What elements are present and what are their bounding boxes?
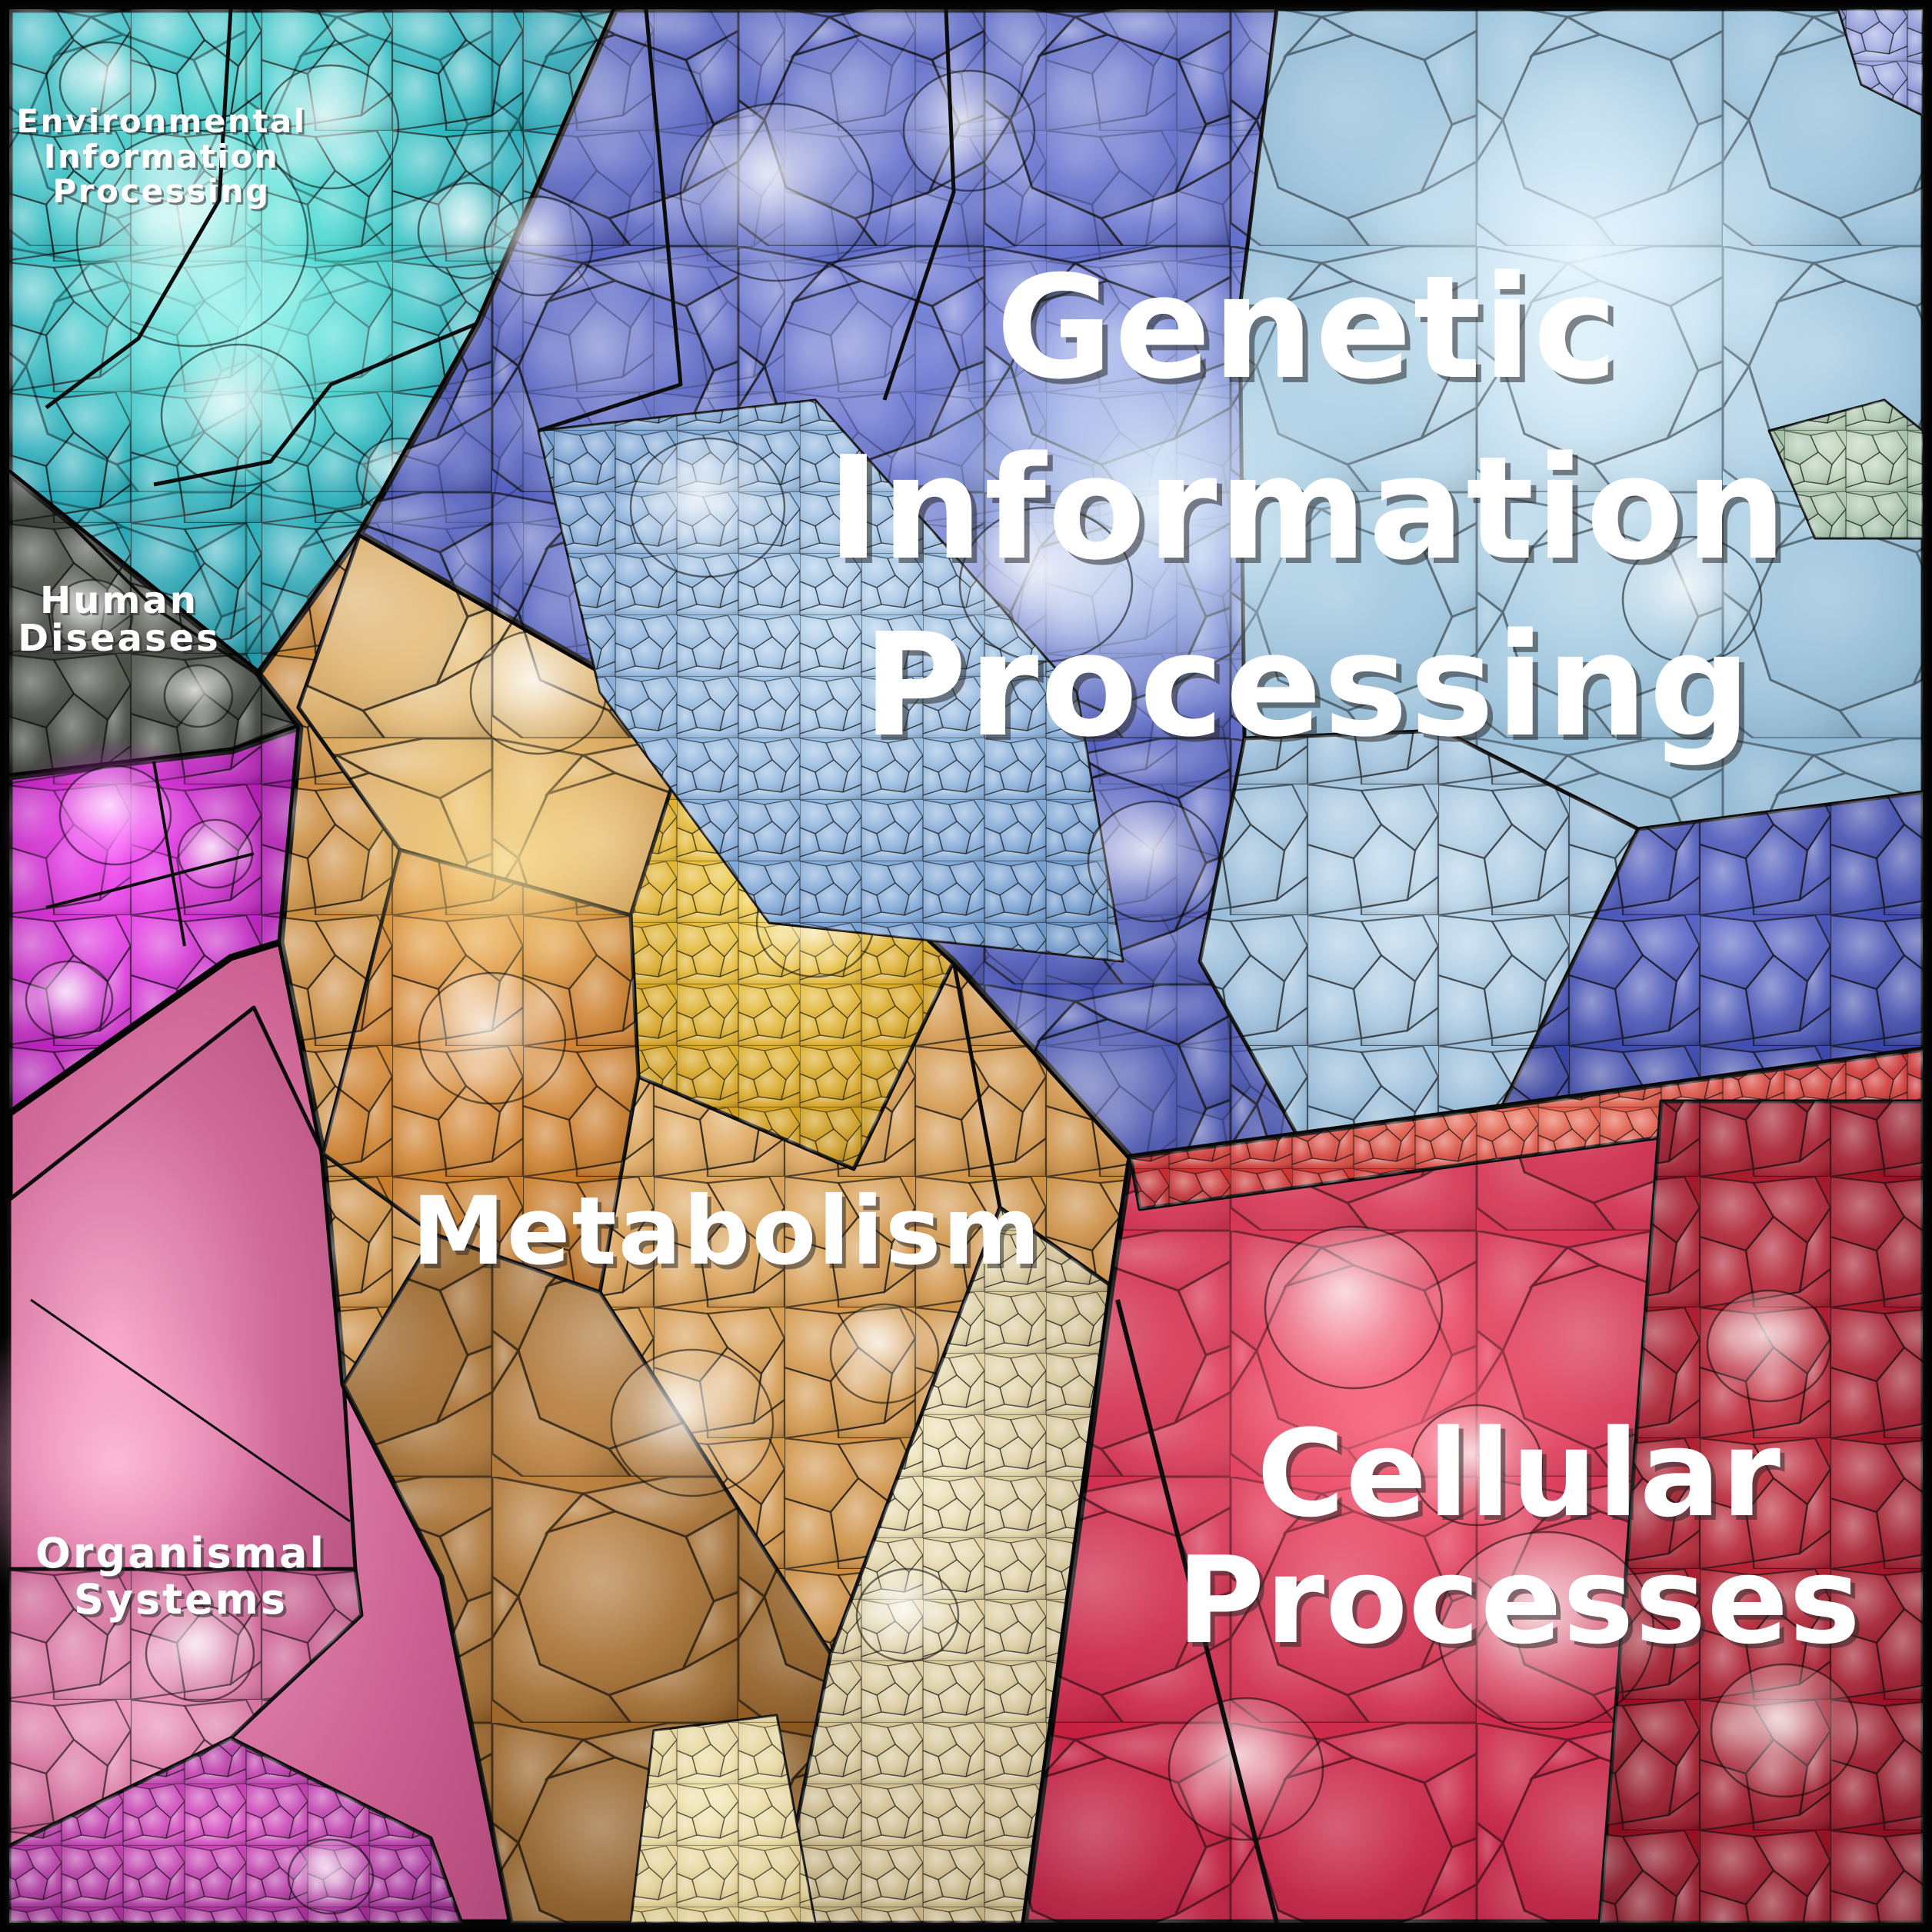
label-environmental-information-processing: Environmental Information Processing Env… xyxy=(16,102,308,212)
svg-text:Environmental: Environmental xyxy=(18,105,308,142)
svg-text:Diseases: Diseases xyxy=(20,619,223,662)
glass-bubble xyxy=(51,578,134,652)
svg-text:Processing: Processing xyxy=(868,608,1758,774)
sub-boundary xyxy=(1115,1299,1279,1924)
glass-bubble xyxy=(629,437,786,578)
glass-bubble xyxy=(58,41,157,128)
svg-text:Cellular: Cellular xyxy=(1257,1404,1781,1544)
sub-boundary xyxy=(68,521,263,678)
svg-text:Organismal: Organismal xyxy=(35,1529,326,1577)
sub-boundary xyxy=(45,852,255,909)
label-cellular-processes: Cellular Processes Cellular Processes xyxy=(1177,1404,1866,1675)
sub-boundary xyxy=(951,961,1002,1208)
svg-text:Human: Human xyxy=(42,581,201,625)
svg-text:Systems: Systems xyxy=(74,1575,288,1624)
glass-bubble xyxy=(855,1567,960,1663)
glass-bubble xyxy=(145,1604,255,1703)
svg-text:Processing: Processing xyxy=(863,602,1753,768)
sub-boundary xyxy=(882,8,956,401)
cell-texture xyxy=(1200,731,1638,1154)
glass-bubble xyxy=(418,971,567,1105)
glass-bubble xyxy=(1264,1225,1444,1390)
region-metabolism[interactable] xyxy=(255,530,1134,1927)
svg-text:Metabolism: Metabolism xyxy=(411,1177,1041,1286)
label-organismal-systems: Organismal Systems Organismal Systems xyxy=(35,1529,329,1627)
sub-boundary xyxy=(30,1298,351,1523)
svg-text:Information: Information xyxy=(832,431,1794,597)
cell-texture xyxy=(1769,400,1923,538)
cell-texture xyxy=(9,1569,361,1846)
glass-glow xyxy=(1354,54,1815,454)
svg-text:Information: Information xyxy=(44,138,279,175)
region-genetic-information-processing[interactable] xyxy=(356,5,1927,1161)
label-genetic-information-processing: Genetic Information Processing Genetic I… xyxy=(827,245,1794,774)
svg-text:Processing: Processing xyxy=(55,175,272,212)
glass-bubble xyxy=(1621,535,1763,665)
glass-bubble xyxy=(160,343,317,488)
svg-text:Processes: Processes xyxy=(1177,1531,1861,1671)
sub-boundary xyxy=(538,8,683,433)
glass-bubble xyxy=(679,102,874,282)
label-human-diseases: Human Diseases Human Diseases xyxy=(18,579,223,662)
cell-texture xyxy=(1838,9,1923,115)
glass-bubble xyxy=(1710,1663,1859,1798)
glass-bubble xyxy=(58,764,172,866)
glass-bubble xyxy=(1706,1289,1832,1403)
glass-bubble xyxy=(829,1303,940,1404)
svg-text:Processes: Processes xyxy=(1181,1535,1866,1675)
glass-bubble xyxy=(1410,1404,1544,1527)
region-organismal-systems[interactable] xyxy=(0,938,515,1927)
glass-bubble xyxy=(610,1348,774,1497)
glass-glow xyxy=(0,1300,292,1623)
region-human-diseases[interactable] xyxy=(5,469,304,781)
sub-boundary xyxy=(45,8,233,409)
sub-boundary xyxy=(153,321,479,487)
svg-text:Genetic: Genetic xyxy=(1001,250,1624,416)
svg-text:Cellular: Cellular xyxy=(1261,1408,1786,1548)
svg-text:Genetic: Genetic xyxy=(996,245,1619,411)
glass-bubble xyxy=(177,818,254,889)
svg-text:Information: Information xyxy=(46,140,281,178)
glass-bubble xyxy=(163,664,234,728)
glass-bubble xyxy=(1087,800,1221,923)
glass-bubble xyxy=(1168,1697,1324,1841)
cell-texture xyxy=(1500,792,1923,1111)
glass-bubble xyxy=(287,1838,375,1915)
glass-bubble xyxy=(261,64,400,190)
svg-text:Organismal: Organismal xyxy=(38,1532,329,1581)
cell-texture xyxy=(631,1715,815,1923)
glass-bubble xyxy=(75,129,309,348)
cell-texture xyxy=(1131,1050,1923,1209)
svg-text:Diseases: Diseases xyxy=(18,617,221,660)
glass-glow xyxy=(338,715,677,1008)
svg-text:Human: Human xyxy=(40,579,198,622)
cell-texture xyxy=(777,1208,1111,1923)
svg-text:Environmental: Environmental xyxy=(16,102,306,140)
glass-bubble xyxy=(483,195,594,297)
glass-bubble xyxy=(958,506,1134,663)
svg-text:Information: Information xyxy=(827,425,1788,591)
label-metabolism: Metabolism Metabolism xyxy=(411,1177,1045,1291)
sub-boundary xyxy=(152,761,186,947)
svg-text:Metabolism: Metabolism xyxy=(415,1181,1045,1291)
svg-text:Systems: Systems xyxy=(77,1578,291,1627)
glass-bubble xyxy=(1437,1531,1655,1730)
region-cellular-processes[interactable] xyxy=(1021,1046,1927,1927)
glass-bubble xyxy=(902,69,1036,192)
glass-bubble xyxy=(25,960,114,1040)
region-organismal-systems-magenta[interactable] xyxy=(0,723,304,1118)
svg-text:Processing: Processing xyxy=(52,172,270,210)
